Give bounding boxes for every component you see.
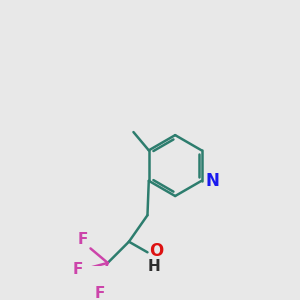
Text: O: O xyxy=(149,242,163,260)
Text: F: F xyxy=(72,262,82,277)
Text: F: F xyxy=(78,232,88,247)
Text: F: F xyxy=(95,286,105,300)
Text: H: H xyxy=(148,259,160,274)
Text: N: N xyxy=(206,172,219,190)
